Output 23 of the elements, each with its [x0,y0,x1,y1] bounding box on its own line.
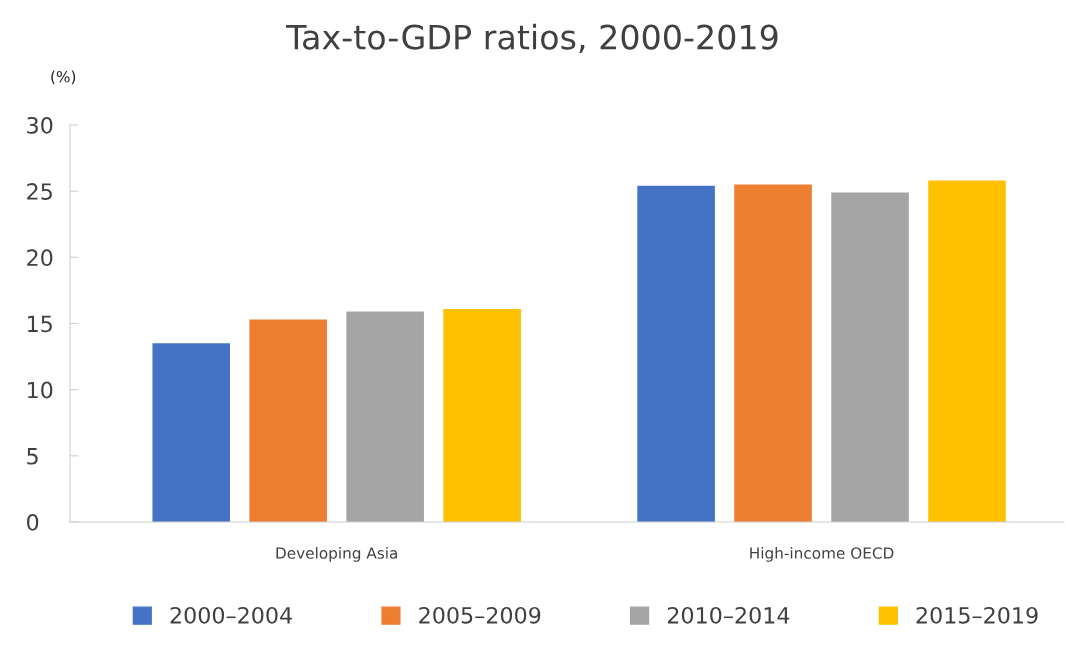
legend-label: 2010–2014 [667,606,790,624]
y-tick-label: 20 [27,249,53,267]
bar [443,308,521,522]
chart-title: Tax-to-GDP ratios, 2000-2019 [286,23,778,54]
x-tick-label: Developing Asia [276,547,397,562]
bar [152,343,231,522]
legend-label: 2015–2019 [916,606,1038,624]
y-tick-label: 30 [27,116,53,134]
y-tick-label: 10 [28,381,53,399]
y-tick-label: 15 [28,315,52,333]
bar [734,184,812,522]
y-tick-label: 0 [27,513,39,531]
y-tick-label: 5 [27,448,38,465]
bar [346,311,424,522]
y-tick-label: 25 [27,183,52,200]
bar [928,180,1006,522]
legend-label: 2005–2009 [419,606,541,624]
bar [637,185,715,522]
y-axis-title: (%) [51,70,76,85]
x-tick-label: High-income OECD [750,547,894,562]
bar [831,192,909,522]
legend-label: 2000–2004 [170,606,292,624]
bar [249,319,327,522]
